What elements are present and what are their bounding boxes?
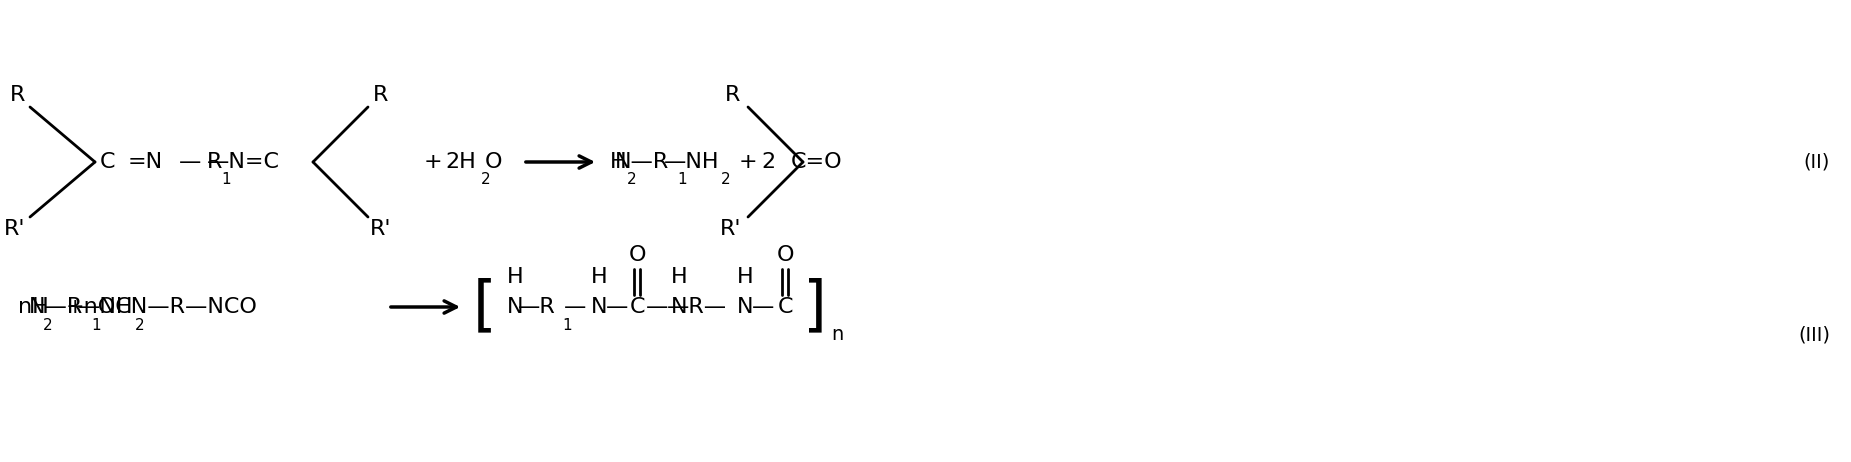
Text: =N: =N [128, 152, 163, 172]
Text: C=O: C=O [790, 152, 842, 172]
Text: N: N [590, 297, 607, 317]
Text: —: — [180, 152, 202, 172]
Text: ]: ] [803, 278, 827, 336]
Text: R': R' [720, 219, 742, 239]
Text: H: H [507, 267, 524, 287]
Text: O: O [627, 245, 646, 265]
Text: R: R [207, 152, 222, 172]
Text: 1: 1 [220, 172, 231, 188]
Text: 2H: 2H [446, 152, 476, 172]
Text: —N=C: —N=C [207, 152, 280, 172]
Text: C: C [100, 152, 115, 172]
Text: (III): (III) [1797, 326, 1831, 345]
Text: N: N [737, 297, 753, 317]
Text: 2: 2 [43, 317, 54, 333]
Text: C: C [629, 297, 644, 317]
Text: n: n [831, 326, 842, 345]
Text: —NH: —NH [665, 152, 720, 172]
Text: 1: 1 [677, 172, 687, 188]
Text: H: H [737, 267, 753, 287]
Text: N: N [507, 297, 524, 317]
Text: nH: nH [19, 297, 48, 317]
Text: O: O [485, 152, 502, 172]
Text: 1: 1 [563, 317, 572, 333]
Text: —: — [752, 297, 774, 317]
Text: H: H [670, 267, 687, 287]
Text: +nOCN—R—NCO: +nOCN—R—NCO [67, 297, 257, 317]
Text: R: R [726, 85, 740, 105]
Text: H: H [590, 267, 607, 287]
Text: +: + [424, 152, 442, 172]
Text: —NH: —NH [78, 297, 133, 317]
Text: R: R [11, 85, 26, 105]
Text: 2: 2 [627, 172, 637, 188]
Text: 1: 1 [91, 317, 100, 333]
Text: —: — [605, 297, 627, 317]
Text: R': R' [4, 219, 26, 239]
Text: O: O [776, 245, 794, 265]
Text: 2: 2 [761, 152, 776, 172]
Text: N—R: N—R [30, 297, 83, 317]
Text: H: H [609, 152, 626, 172]
Text: —: — [565, 297, 587, 317]
Text: —: — [646, 297, 668, 317]
Text: N—R: N—R [615, 152, 668, 172]
Text: 2: 2 [481, 172, 491, 188]
Text: 2: 2 [722, 172, 731, 188]
Text: 2: 2 [135, 317, 144, 333]
Text: R: R [374, 85, 389, 105]
Text: +: + [739, 152, 757, 172]
Text: C: C [777, 297, 792, 317]
Text: (II): (II) [1803, 152, 1831, 171]
Text: R': R' [370, 219, 392, 239]
Text: N: N [670, 297, 687, 317]
Text: —R—: —R— [666, 297, 727, 317]
Text: [: [ [474, 278, 496, 336]
Text: —R: —R [518, 297, 555, 317]
